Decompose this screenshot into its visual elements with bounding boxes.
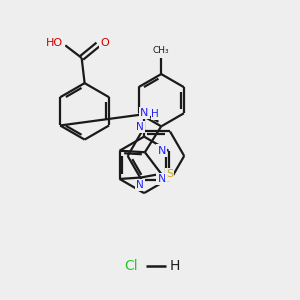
Text: CH₃: CH₃ <box>153 46 169 55</box>
Text: S: S <box>166 169 173 179</box>
Text: H: H <box>151 109 159 119</box>
Text: O: O <box>100 38 109 48</box>
Text: H: H <box>170 259 181 273</box>
Text: N: N <box>158 146 166 156</box>
Text: Cl: Cl <box>124 259 137 273</box>
Text: N: N <box>140 108 148 118</box>
Text: N: N <box>136 180 144 190</box>
Text: HO: HO <box>46 38 64 48</box>
Text: N: N <box>158 174 166 184</box>
Text: N: N <box>136 122 144 132</box>
